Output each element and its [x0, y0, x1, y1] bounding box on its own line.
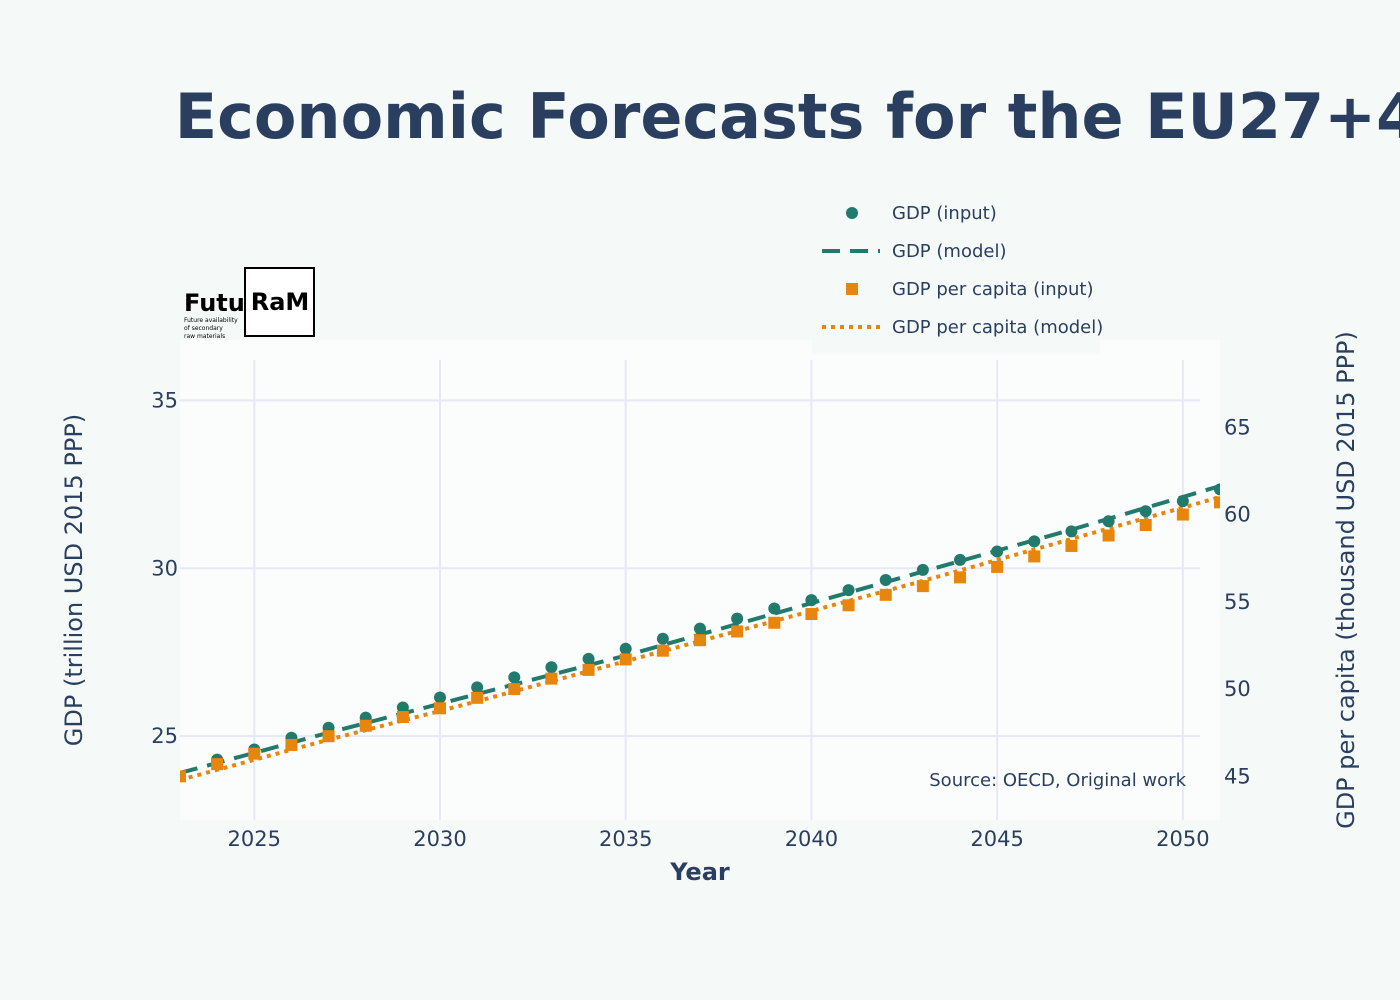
- data-point-gdp-per-capita-input: [1102, 529, 1115, 542]
- data-point-gdp-per-capita-input: [768, 616, 781, 629]
- data-point-gdp-input: [508, 671, 521, 684]
- data-point-gdp-input: [545, 661, 558, 674]
- logo-tagline-1: Future availability: [184, 317, 238, 324]
- data-point-gdp-per-capita-input: [991, 560, 1004, 573]
- data-point-gdp-input: [842, 584, 855, 597]
- chart-title: Economic Forecasts for the EU27+4: [175, 80, 1400, 153]
- data-point-gdp-per-capita-input: [694, 634, 706, 647]
- data-point-gdp-input: [582, 652, 595, 665]
- data-point-gdp-input: [879, 574, 892, 586]
- data-point-gdp-per-capita-input: [471, 691, 484, 704]
- legend-symbol: [846, 207, 858, 219]
- data-point-gdp-per-capita-input: [1176, 508, 1189, 521]
- y-tick-label: 35: [151, 388, 178, 412]
- data-point-gdp-input: [694, 622, 706, 635]
- x-tick-label: 2040: [785, 827, 838, 851]
- logo-tagline-2: of secondary: [184, 325, 223, 332]
- plot-background: [180, 340, 1220, 820]
- legend: GDP (input) GDP (model) GDP per capita (in…: [812, 192, 1103, 354]
- data-point-gdp-per-capita-input: [842, 599, 855, 612]
- logo-left-text: Futu: [184, 289, 245, 317]
- x-tick-label: 2025: [228, 827, 281, 851]
- data-point-gdp-per-capita-input: [1214, 496, 1220, 509]
- data-point-gdp-per-capita-input: [359, 719, 372, 732]
- x-tick-label: 2035: [599, 827, 652, 851]
- y2-tick-label: 60: [1224, 503, 1251, 527]
- data-point-gdp-input: [1102, 515, 1115, 528]
- data-point-gdp-per-capita-input: [322, 730, 335, 743]
- data-point-gdp-input: [396, 701, 409, 714]
- data-point-gdp-per-capita-input: [731, 625, 744, 638]
- grid: [180, 360, 1200, 820]
- data-point-gdp-per-capita-input: [434, 702, 446, 715]
- data-point-gdp-per-capita-input: [916, 580, 929, 593]
- data-point-gdp-input: [731, 612, 744, 625]
- logo-right-text: RaM: [251, 288, 310, 316]
- data-point-gdp-input: [1065, 525, 1078, 538]
- data-point-gdp-per-capita-input: [805, 608, 818, 621]
- logo-tagline-3: raw materials: [184, 333, 225, 340]
- data-point-gdp-per-capita-input: [1028, 550, 1041, 563]
- data-point-gdp-per-capita-input: [248, 747, 261, 760]
- series: [180, 483, 1220, 783]
- data-point-gdp-per-capita-input: [1139, 519, 1152, 532]
- axes: 2025 2030 2035 2040 2045 2050 25 30 35 45 50 55 60 65: [151, 388, 1250, 851]
- data-point-gdp-per-capita-input: [1065, 539, 1078, 552]
- y2-axis-title: GDP per capita (thousand USD 2015 PPP): [1332, 331, 1360, 829]
- data-point-gdp-per-capita-input: [954, 571, 966, 584]
- data-point-gdp-input: [471, 681, 484, 694]
- logo-box: [244, 267, 315, 337]
- data-point-gdp-input: [434, 691, 446, 704]
- data-point-gdp-input: [1176, 495, 1189, 508]
- data-point-gdp-input: [619, 642, 632, 655]
- y2-tick-label: 55: [1224, 590, 1251, 614]
- x-tick-label: 2030: [413, 827, 466, 851]
- legend-label: GDP (input): [892, 203, 997, 224]
- data-point-gdp-input: [916, 563, 929, 576]
- data-point-gdp-per-capita-input: [211, 758, 224, 771]
- legend-label: GDP per capita (model): [892, 317, 1103, 338]
- data-point-gdp-input: [991, 545, 1004, 558]
- x-tick-label: 2045: [970, 827, 1023, 851]
- data-point-gdp-per-capita-input: [545, 672, 558, 685]
- data-point-gdp-input: [1139, 505, 1152, 518]
- data-point-gdp-input: [1028, 535, 1041, 548]
- data-point-gdp-input: [656, 632, 669, 645]
- data-point-gdp-per-capita-input: [582, 663, 595, 676]
- data-point-gdp-input: [954, 553, 966, 566]
- x-tick-label: 2050: [1156, 827, 1209, 851]
- data-point-gdp-input: [768, 602, 781, 615]
- data-point-gdp-per-capita-input: [656, 644, 669, 657]
- futuram-logo: Futu Future availability of secondary ra…: [184, 267, 315, 340]
- legend-symbol: [846, 283, 858, 295]
- data-point-gdp-per-capita-input: [619, 653, 632, 666]
- y2-tick-label: 50: [1224, 677, 1251, 701]
- data-point-gdp-input: [805, 594, 818, 607]
- data-point-gdp-per-capita-input: [879, 588, 892, 601]
- y-axis-title: GDP (trillion USD 2015 PPP): [60, 414, 88, 746]
- legend-label: GDP (model): [892, 241, 1006, 262]
- data-point-gdp-per-capita-input: [285, 738, 298, 751]
- data-point-gdp-per-capita-input: [508, 683, 521, 696]
- x-axis-title: Year: [669, 858, 730, 886]
- y-tick-label: 30: [151, 556, 178, 580]
- y2-tick-label: 45: [1224, 764, 1251, 788]
- data-point-gdp-per-capita-input: [396, 711, 409, 724]
- source-annotation: Source: OECD, Original work: [929, 770, 1186, 791]
- data-point-gdp-input: [1214, 483, 1220, 496]
- y2-tick-label: 65: [1224, 415, 1251, 439]
- legend-label: GDP per capita (input): [892, 279, 1094, 300]
- y-tick-label: 25: [151, 724, 178, 748]
- data-point-gdp-per-capita-input: [180, 770, 186, 783]
